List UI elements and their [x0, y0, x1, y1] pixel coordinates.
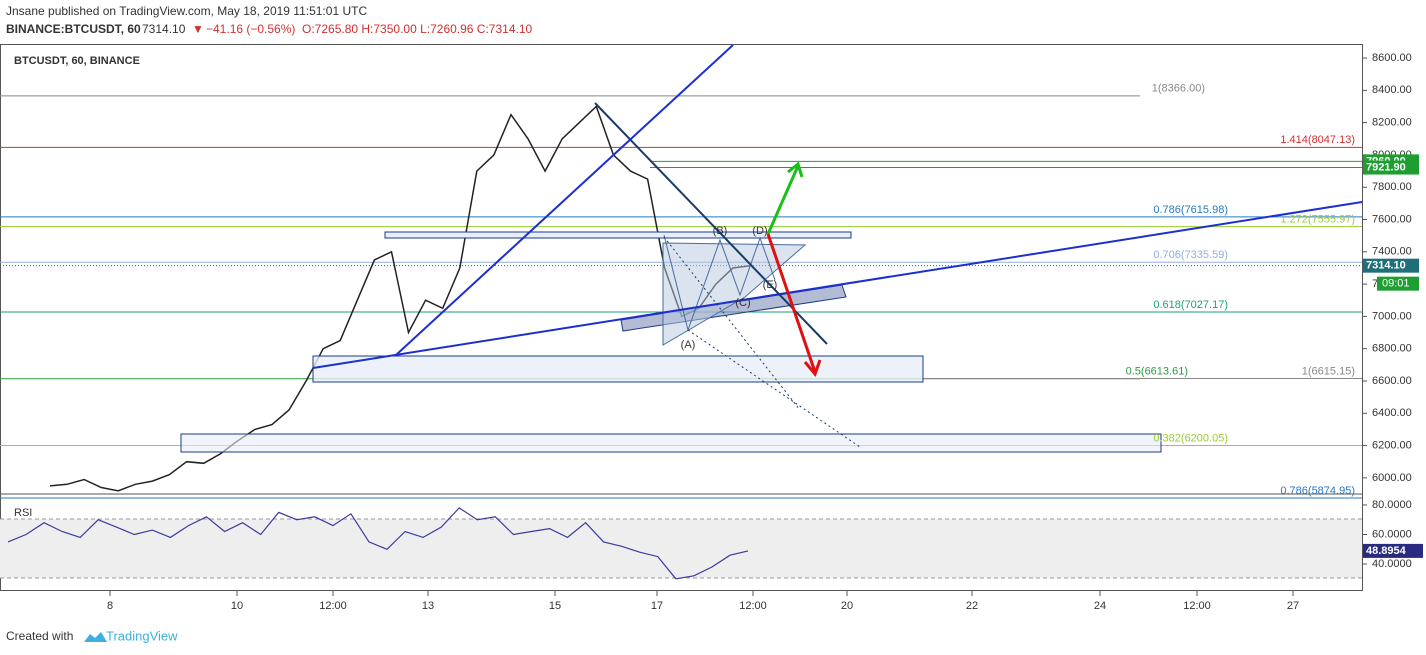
rsi-band	[0, 519, 1362, 578]
fib-label: 0.786(5874.95)	[1280, 485, 1355, 497]
price-line	[49, 105, 751, 492]
fib-label: 1.272(7555.97)	[1280, 214, 1355, 226]
x-tick-label: 27	[1287, 600, 1299, 612]
timer-badge	[1377, 276, 1419, 291]
up-arrow	[766, 161, 804, 235]
x-tick-label: 12:00	[319, 600, 347, 612]
y-tick-label: 8600.00	[1372, 52, 1412, 64]
y-tick-label: 7400.00	[1372, 246, 1412, 258]
trendline	[594, 102, 828, 345]
fib-label: 0.618(7027.17)	[1153, 299, 1228, 311]
footer-created: Created with	[6, 629, 73, 643]
x-tick-label: 12:00	[739, 600, 767, 612]
symbol: BINANCE:BTCUSDT, 60	[6, 22, 141, 36]
fib-label: 0.706(7335.59)	[1153, 249, 1228, 261]
rsi-line	[7, 507, 749, 580]
y-tick-label: 6800.00	[1372, 343, 1412, 355]
y-tick-label: 6400.00	[1372, 407, 1412, 419]
y-tick-label: 8200.00	[1372, 117, 1412, 129]
fib-label: 1(6615.15)	[1302, 365, 1355, 377]
pattern-label: (E)	[763, 279, 778, 291]
x-tick-label: 20	[841, 600, 853, 612]
dotted-line	[687, 329, 861, 448]
x-tick-label: 22	[966, 600, 978, 612]
x-tick-label: 10	[231, 600, 243, 612]
x-tick-label: 24	[1094, 600, 1106, 612]
pattern-label: (A)	[681, 339, 696, 351]
price-badge	[1363, 258, 1419, 273]
x-tick-label: 13	[422, 600, 434, 612]
rsi-title: RSI	[14, 507, 32, 519]
change: −41.16 (−0.56%)	[206, 22, 295, 36]
fib-label: 0.382(6200.05)	[1153, 432, 1228, 444]
drawings	[180, 44, 1363, 453]
wave	[663, 234, 776, 332]
x-tick-label: 8	[107, 600, 113, 612]
down-arrow: ▼	[192, 22, 204, 36]
x-tick-label: 17	[651, 600, 663, 612]
rsi-badge-label: 48.8954	[1366, 545, 1407, 557]
fib-label: 1.414(8047.13)	[1280, 134, 1355, 146]
rsi-tick-label: 40.0000	[1372, 558, 1412, 570]
y-tick-label: 6200.00	[1372, 439, 1412, 451]
zone	[384, 231, 852, 239]
trendline	[395, 44, 734, 356]
rsi-badge	[1363, 543, 1423, 558]
trendline	[312, 201, 1363, 369]
zone	[312, 355, 924, 383]
down-arrow-draw	[766, 233, 822, 377]
logo	[84, 632, 107, 642]
zone	[180, 433, 1162, 453]
price-badge-label: 7921.90	[1366, 161, 1406, 173]
x-tick-label: 15	[549, 600, 561, 612]
footer-brand[interactable]: TradingView	[106, 628, 178, 643]
publish-line: Jnsane published on TradingView.com, May…	[6, 4, 367, 18]
y-tick-label: 7000.00	[1372, 310, 1412, 322]
x-tick-label: 12:00	[1183, 600, 1211, 612]
y-tick-label: 8400.00	[1372, 84, 1412, 96]
y-tick-label: 6600.00	[1372, 375, 1412, 387]
pattern-label: (D)	[752, 225, 767, 237]
last: 7314.10	[142, 22, 186, 36]
pattern-label: (C)	[735, 297, 750, 309]
y-tick-label: 7600.00	[1372, 213, 1412, 225]
pane-title: BTCUSDT, 60, BINANCE	[14, 55, 140, 67]
y-tick-label: 7800.00	[1372, 181, 1412, 193]
fib-label: 1(8366.00)	[1152, 83, 1205, 95]
timer: 09:01	[1382, 278, 1410, 290]
price-badge	[1363, 160, 1419, 175]
fib-label: 0.786(7615.98)	[1153, 204, 1228, 216]
fib-label: 0.5(6613.61)	[1126, 366, 1188, 378]
pattern-label: (B)	[713, 225, 728, 237]
price-badge-label: 7314.10	[1366, 260, 1406, 272]
dotted-line	[663, 236, 801, 411]
rsi-tick-label: 60.0000	[1372, 528, 1412, 540]
ohlc: O:7265.80 H:7350.00 L:7260.96 C:7314.10	[302, 22, 533, 36]
rsi-tick-label: 80.0000	[1372, 499, 1412, 511]
y-tick-label: 6000.00	[1372, 472, 1412, 484]
